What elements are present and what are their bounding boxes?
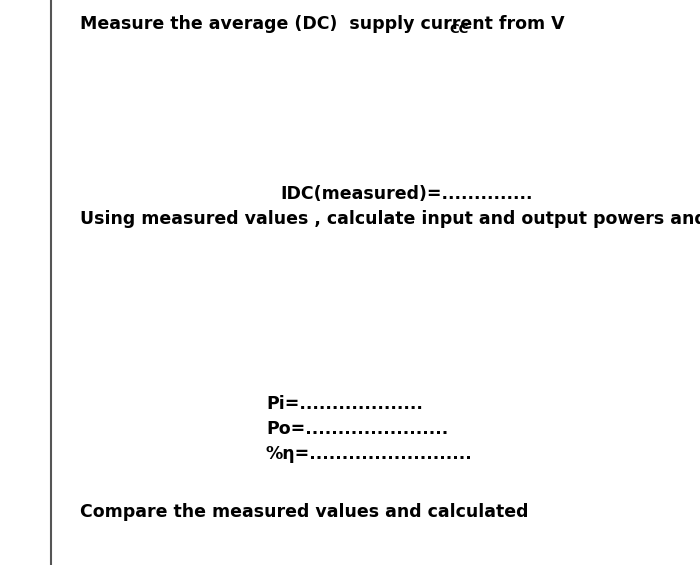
Text: Compare the measured values and calculated: Compare the measured values and calculat… bbox=[80, 503, 529, 521]
Text: Measure the average (DC)  supply current from V: Measure the average (DC) supply current … bbox=[80, 15, 565, 33]
Text: CC: CC bbox=[449, 23, 469, 36]
Text: Po=......................: Po=...................... bbox=[266, 420, 448, 438]
Text: IDC(measured)=..............: IDC(measured)=.............. bbox=[280, 185, 533, 203]
Text: Using measured values , calculate input and output powers and efficiency: Using measured values , calculate input … bbox=[80, 210, 700, 228]
Text: Pi=...................: Pi=................... bbox=[266, 395, 423, 413]
Text: %η=.........................: %η=......................... bbox=[266, 445, 472, 463]
